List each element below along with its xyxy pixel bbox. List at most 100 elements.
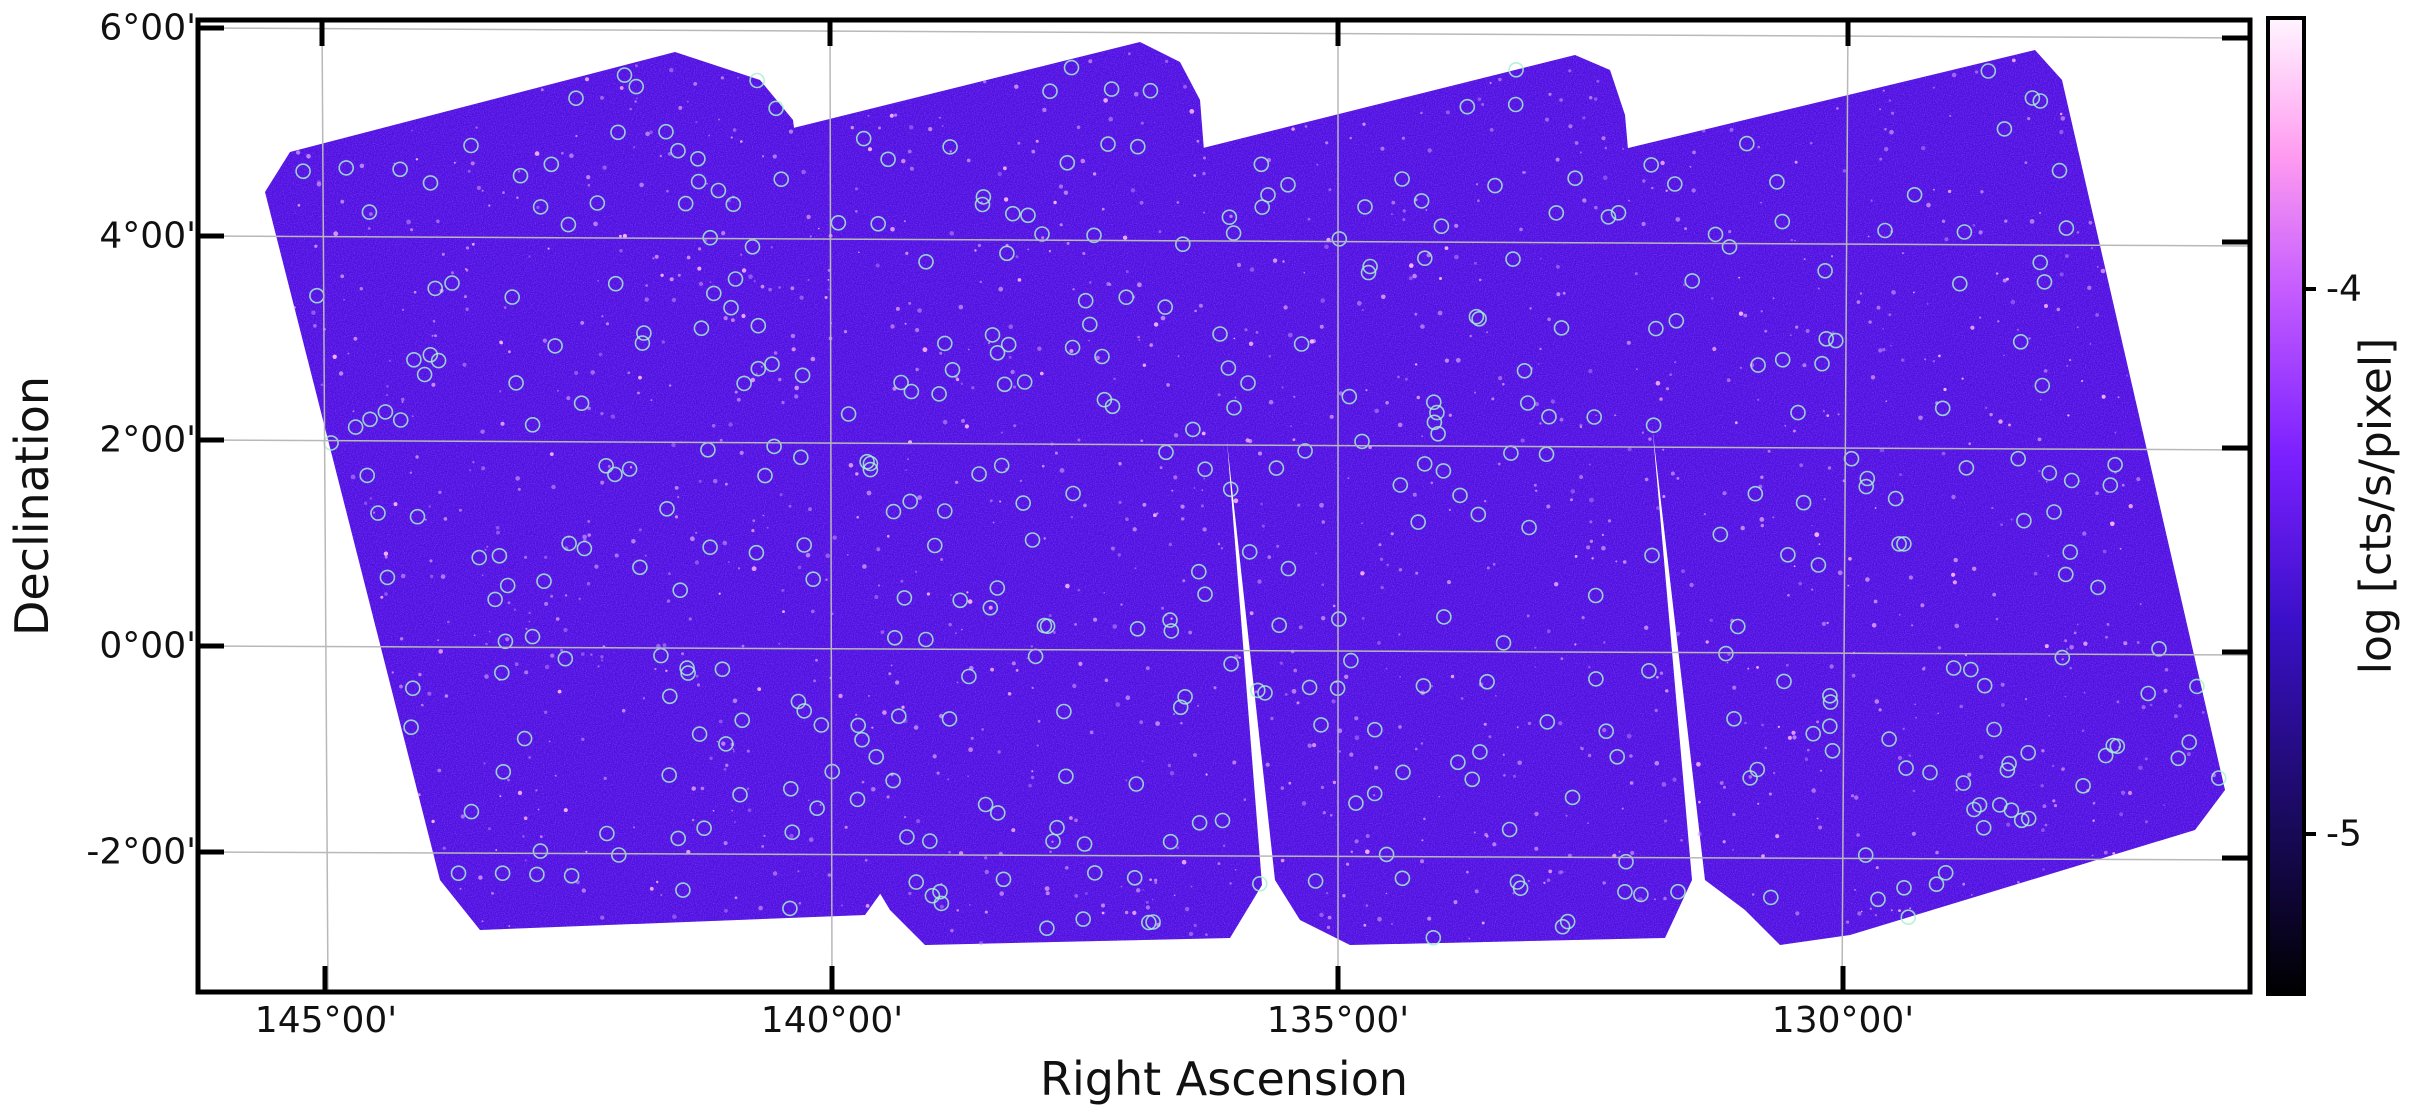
point-source bbox=[1710, 297, 1714, 300]
point-source bbox=[1494, 694, 1497, 697]
source-detection-circle bbox=[2170, 750, 2187, 767]
source-detection-circle bbox=[792, 449, 809, 466]
point-source bbox=[1108, 283, 1112, 286]
point-source bbox=[1072, 683, 1077, 689]
point-source bbox=[1909, 907, 1912, 910]
point-source bbox=[867, 147, 873, 152]
source-detection-circle bbox=[1553, 320, 1570, 336]
point-source bbox=[1322, 811, 1327, 815]
source-detection-circle bbox=[952, 592, 969, 609]
point-source bbox=[1630, 850, 1635, 856]
point-source bbox=[293, 306, 296, 309]
source-detection-circle bbox=[1769, 174, 1785, 190]
point-source bbox=[1794, 160, 1798, 164]
point-source bbox=[1013, 424, 1017, 428]
point-source bbox=[1760, 201, 1762, 204]
point-source bbox=[1122, 235, 1128, 240]
point-source bbox=[1669, 373, 1673, 376]
point-source bbox=[948, 850, 951, 854]
point-source bbox=[1908, 754, 1912, 757]
grid-dec-4 bbox=[197, 235, 2251, 247]
point-source bbox=[564, 594, 568, 597]
source-detection-circle bbox=[1588, 671, 1604, 687]
point-source bbox=[1193, 923, 1197, 928]
point-source bbox=[563, 627, 568, 633]
point-source bbox=[1951, 494, 1956, 500]
source-detection-circle bbox=[1881, 731, 1897, 747]
source-detection-circle bbox=[1928, 876, 1945, 893]
point-source bbox=[949, 150, 952, 153]
source-detection-circle bbox=[1241, 544, 1258, 560]
point-source bbox=[645, 284, 648, 287]
point-source bbox=[1651, 186, 1654, 190]
point-source bbox=[359, 287, 363, 291]
point-source bbox=[721, 231, 726, 236]
source-detection-circle bbox=[989, 344, 1006, 361]
source-detection-circle bbox=[862, 455, 879, 472]
point-source bbox=[431, 819, 435, 824]
point-source bbox=[890, 226, 895, 232]
point-source bbox=[1546, 629, 1551, 634]
point-source bbox=[940, 558, 944, 561]
source-detection-circle bbox=[1824, 742, 1841, 759]
point-source bbox=[629, 466, 633, 469]
point-source bbox=[1759, 517, 1765, 522]
source-detection-circle bbox=[1297, 443, 1313, 459]
point-source bbox=[1980, 190, 1984, 194]
point-source bbox=[1817, 287, 1820, 290]
source-detection-circle bbox=[499, 577, 516, 594]
source-detection-circle bbox=[2097, 747, 2114, 764]
point-source bbox=[1390, 532, 1394, 536]
point-source bbox=[1582, 198, 1587, 203]
point-source bbox=[1818, 825, 1823, 830]
point-source bbox=[1234, 868, 1237, 871]
point-source bbox=[1629, 754, 1633, 758]
point-source bbox=[838, 693, 843, 699]
point-sources bbox=[293, 52, 2216, 946]
point-source bbox=[1042, 107, 1047, 113]
point-source bbox=[1321, 520, 1326, 524]
source-detection-circle bbox=[702, 539, 718, 556]
point-source bbox=[1891, 111, 1895, 115]
point-source bbox=[581, 652, 585, 656]
point-source bbox=[1589, 539, 1594, 543]
source-detection-circle bbox=[1059, 155, 1076, 171]
point-source bbox=[587, 520, 591, 523]
source-detection-circle bbox=[1822, 687, 1838, 704]
point-source bbox=[917, 495, 922, 500]
source-detection-circle bbox=[1141, 914, 1157, 931]
point-source bbox=[727, 561, 730, 564]
source-detection-circle bbox=[984, 327, 1001, 343]
point-source bbox=[1145, 905, 1150, 910]
source-detection-circle bbox=[1039, 618, 1056, 635]
point-source bbox=[1082, 252, 1086, 255]
source-detection-circle bbox=[1426, 414, 1443, 431]
point-source bbox=[363, 501, 368, 505]
point-source bbox=[1381, 294, 1386, 300]
point-source bbox=[1675, 217, 1681, 222]
point-source bbox=[1795, 911, 1800, 916]
ra-tick-label: 140°00' bbox=[760, 1000, 904, 1041]
point-source bbox=[1520, 438, 1525, 443]
point-source bbox=[1397, 422, 1403, 428]
point-source bbox=[1017, 141, 1021, 145]
point-source bbox=[1743, 313, 1748, 318]
point-source bbox=[549, 452, 554, 456]
point-source bbox=[1321, 583, 1325, 586]
point-source bbox=[502, 191, 505, 194]
point-source bbox=[659, 154, 662, 158]
source-detection-circle bbox=[691, 726, 708, 742]
source-detection-circle bbox=[1191, 563, 1207, 580]
point-source bbox=[1398, 633, 1401, 636]
source-detection-circle bbox=[2010, 450, 2026, 467]
point-source bbox=[1386, 563, 1389, 567]
source-detection-circle bbox=[727, 271, 744, 287]
point-source bbox=[1324, 244, 1329, 250]
point-source bbox=[1626, 733, 1632, 739]
source-detection-circle bbox=[1887, 490, 1904, 507]
point-source bbox=[2044, 823, 2048, 827]
point-source bbox=[1365, 834, 1370, 838]
point-source bbox=[1101, 903, 1105, 908]
source-detection-circle bbox=[1464, 771, 1480, 788]
point-source bbox=[1543, 881, 1546, 884]
